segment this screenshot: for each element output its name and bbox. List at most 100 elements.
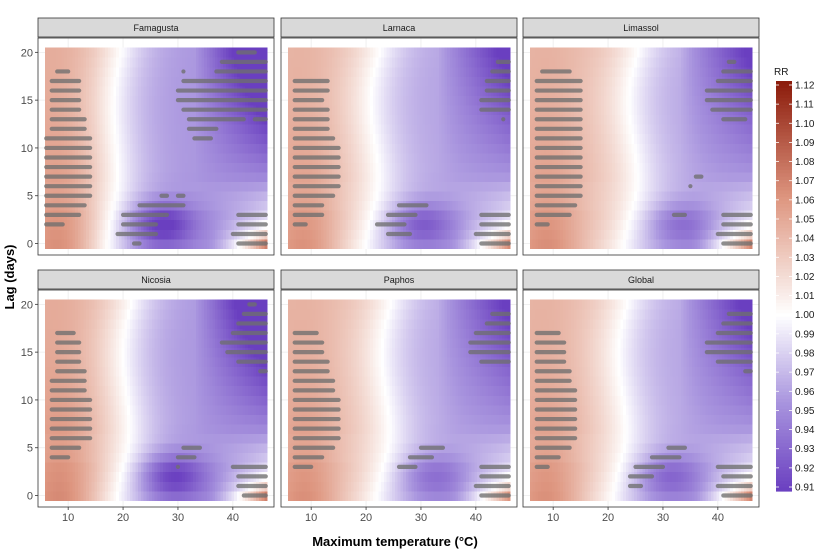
heat-cell	[639, 114, 643, 125]
heat-cell	[367, 133, 371, 144]
heat-cell	[700, 95, 704, 106]
heat-cell	[187, 171, 191, 182]
heat-cell	[647, 124, 652, 135]
heat-cell	[658, 133, 663, 144]
heat-cell	[105, 200, 109, 211]
heat-cell	[287, 66, 292, 77]
heat-cell	[168, 124, 172, 135]
heat-cell	[642, 171, 646, 182]
heat-cell	[386, 171, 390, 182]
heat-cell	[378, 171, 382, 182]
heat-cell	[436, 76, 440, 87]
heat-cell	[493, 143, 498, 154]
heat-cell	[193, 143, 197, 154]
heat-cell	[118, 162, 123, 173]
heat-cell	[47, 238, 51, 249]
heat-cell	[342, 200, 347, 211]
heat-cell	[603, 95, 608, 106]
heat-cell	[675, 238, 679, 249]
heat-cell	[636, 114, 641, 125]
heat-cell	[702, 210, 707, 221]
heat-cell	[72, 229, 76, 240]
heat-cell	[375, 181, 380, 192]
heat-cell	[628, 76, 632, 87]
heat-cell	[340, 190, 344, 202]
heat-cell	[631, 210, 635, 221]
heat-cell	[405, 238, 410, 249]
heat-cell	[239, 162, 244, 173]
heat-cell	[375, 104, 380, 116]
heat-cell	[721, 143, 726, 154]
heat-cell	[287, 171, 292, 182]
heat-cell	[609, 85, 613, 96]
heat-cell	[546, 238, 550, 249]
heat-cell	[620, 76, 624, 87]
heat-cell	[628, 104, 632, 116]
heat-cell	[378, 133, 382, 144]
heat-cell	[337, 190, 341, 202]
heat-cell	[287, 133, 292, 144]
heat-cell	[414, 85, 418, 96]
heat-cell	[678, 143, 682, 154]
heat-cell	[458, 124, 462, 135]
heat-cell	[184, 133, 189, 144]
heat-cell	[579, 229, 583, 240]
heat-cell	[184, 114, 189, 125]
heat-cell	[474, 162, 478, 173]
heat-cell	[245, 124, 249, 135]
heat-cell	[636, 162, 641, 173]
heat-cell	[490, 57, 495, 68]
heat-cell	[97, 57, 101, 68]
heat-cell	[634, 200, 638, 211]
heat-cell	[381, 66, 385, 77]
heat-cell	[686, 143, 690, 154]
heat-cell	[485, 171, 489, 182]
heat-cell	[743, 190, 748, 202]
heat-cell	[504, 162, 508, 173]
heat-cell	[151, 114, 156, 125]
heat-cell	[329, 66, 333, 77]
heat-cell	[625, 104, 630, 116]
heat-cell	[307, 219, 311, 230]
heat-cell	[171, 57, 175, 68]
heat-cell	[708, 152, 712, 163]
heat-cell	[151, 66, 156, 77]
heat-cell	[645, 133, 649, 144]
heat-cell	[209, 219, 213, 230]
heat-cell	[474, 124, 478, 135]
panel-border	[280, 37, 518, 256]
heat-cell	[198, 57, 202, 68]
heat-cell	[287, 47, 292, 58]
heat-cell	[403, 181, 407, 192]
heat-cell	[471, 76, 476, 87]
heat-cell	[397, 104, 401, 116]
heat-cell	[154, 133, 158, 144]
heat-cell	[99, 152, 104, 163]
heat-cell	[653, 76, 657, 87]
heat-cell	[625, 124, 630, 135]
heat-cell	[86, 210, 90, 221]
heat-cell	[392, 95, 396, 106]
heat-cell	[160, 124, 164, 135]
heat-cell	[132, 76, 137, 87]
heat-cell	[215, 229, 219, 240]
heat-cell	[228, 124, 233, 135]
heat-cell	[370, 57, 374, 68]
heat-cell	[625, 143, 630, 154]
heat-cell	[157, 229, 161, 240]
heat-cell	[628, 133, 632, 144]
heat-cell	[102, 143, 106, 154]
heat-cell	[414, 219, 418, 230]
heat-cell	[242, 171, 246, 182]
heat-cell	[171, 47, 175, 58]
heat-cell	[129, 171, 134, 182]
heat-cell	[710, 133, 715, 144]
heat-cell	[667, 181, 671, 192]
heat-cell	[340, 57, 344, 68]
heat-cell	[647, 190, 652, 202]
heat-cell	[452, 152, 456, 163]
heat-cell	[455, 181, 459, 192]
heat-cell	[247, 124, 252, 135]
heat-cell	[215, 47, 219, 58]
heat-cell	[364, 143, 369, 154]
